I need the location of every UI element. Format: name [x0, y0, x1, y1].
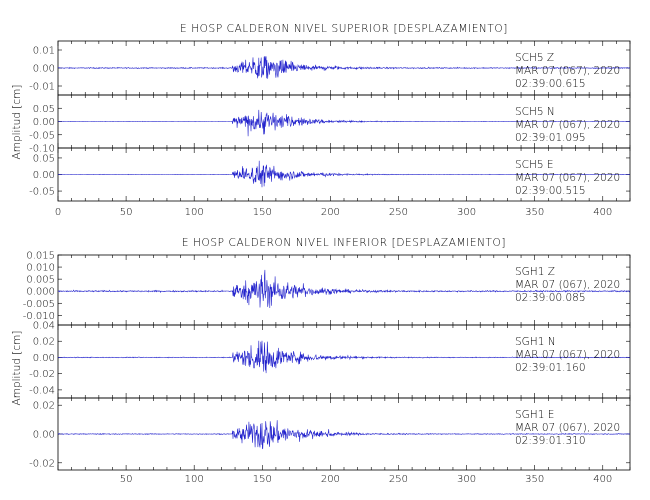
y-tick-label: -0.01 — [29, 82, 55, 93]
waveform-line — [57, 420, 631, 450]
time-label: 02:39:01.160 — [515, 362, 586, 374]
time-label: 02:39:00.515 — [515, 185, 586, 197]
x-tick-label: 150 — [253, 474, 272, 485]
x-tick-label: 200 — [321, 474, 340, 485]
y-tick-label: 0.02 — [33, 337, 55, 348]
time-label: 02:39:01.095 — [515, 132, 586, 144]
y-tick-label: 0.000 — [26, 287, 55, 298]
x-tick-label: 400 — [593, 474, 612, 485]
y-tick-label: 0.00 — [33, 117, 55, 128]
x-tick-label: 200 — [321, 207, 340, 218]
date-label: MAR 07 (067), 2020 — [515, 349, 620, 361]
x-tick-label: 350 — [525, 474, 544, 485]
y-tick-label: -0.010 — [23, 311, 55, 322]
y-tick-label: 0.00 — [33, 353, 55, 364]
y-tick-label: 0.005 — [26, 275, 55, 286]
x-tick-label: 400 — [593, 207, 612, 218]
chart-group-2: E HOSP CALDERON NIVEL INFERIOR [DESPLAZA… — [11, 237, 631, 485]
y-tick-label: 0.05 — [33, 104, 55, 115]
y-tick-label: 0.015 — [26, 251, 55, 262]
date-label: MAR 07 (067), 2020 — [515, 172, 620, 184]
y-tick-label: 0.04 — [33, 321, 55, 332]
waveform-line — [57, 109, 631, 137]
y-tick-label: 0.05 — [33, 153, 55, 164]
y-axis-label: Amplitud [cm] — [11, 85, 23, 160]
y-tick-label: 0.00 — [33, 170, 55, 181]
date-label: MAR 07 (067), 2020 — [515, 422, 620, 434]
x-tick-label: 250 — [389, 207, 408, 218]
chart-group-1: E HOSP CALDERON NIVEL SUPERIOR [DESPLAZA… — [11, 23, 631, 218]
time-label: 02:39:01.310 — [515, 435, 586, 447]
y-tick-label: -0.04 — [29, 385, 55, 396]
y-tick-label: -0.005 — [23, 299, 55, 310]
x-tick-label: 50 — [120, 207, 133, 218]
x-tick-label: 350 — [525, 207, 544, 218]
y-tick-label: 0.00 — [33, 430, 55, 441]
date-label: MAR 07 (067), 2020 — [515, 65, 620, 77]
time-label: 02:39:00.085 — [515, 292, 586, 304]
x-tick-label: 100 — [185, 474, 204, 485]
station-label: SCH5 Z — [515, 52, 554, 64]
y-tick-label: 0.00 — [33, 64, 55, 75]
y-tick-label: -0.05 — [29, 130, 55, 141]
x-tick-label: 250 — [389, 474, 408, 485]
x-tick-label: 100 — [185, 207, 204, 218]
station-label: SGH1 Z — [515, 266, 555, 278]
date-label: MAR 07 (067), 2020 — [515, 279, 620, 291]
x-tick-label: 50 — [120, 474, 133, 485]
y-tick-label: 0.01 — [33, 46, 55, 57]
station-label: SGH1 N — [515, 336, 556, 348]
chart-title: E HOSP CALDERON NIVEL SUPERIOR [DESPLAZA… — [180, 23, 508, 35]
y-axis-label: Amplitud [cm] — [11, 331, 23, 406]
x-tick-label: 300 — [457, 474, 476, 485]
y-tick-label: -0.02 — [29, 458, 55, 469]
waveform-line — [57, 340, 631, 374]
y-tick-label: 0.010 — [26, 263, 55, 274]
x-tick-label: 0 — [55, 207, 61, 218]
y-tick-label: -0.10 — [29, 144, 55, 155]
waveform-line — [57, 269, 631, 309]
waveform-line — [57, 55, 631, 79]
waveform-line — [58, 160, 631, 188]
y-tick-label: -0.05 — [29, 187, 55, 198]
chart-title: E HOSP CALDERON NIVEL INFERIOR [DESPLAZA… — [182, 237, 506, 249]
y-tick-label: 0.02 — [33, 401, 55, 412]
x-tick-label: 300 — [457, 207, 476, 218]
time-label: 02:39:00.615 — [515, 78, 586, 90]
station-label: SCH5 N — [515, 106, 555, 118]
date-label: MAR 07 (067), 2020 — [515, 119, 620, 131]
y-tick-label: -0.02 — [29, 369, 55, 380]
station-label: SGH1 E — [515, 409, 554, 421]
x-tick-label: 150 — [253, 207, 272, 218]
station-label: SCH5 E — [515, 159, 554, 171]
